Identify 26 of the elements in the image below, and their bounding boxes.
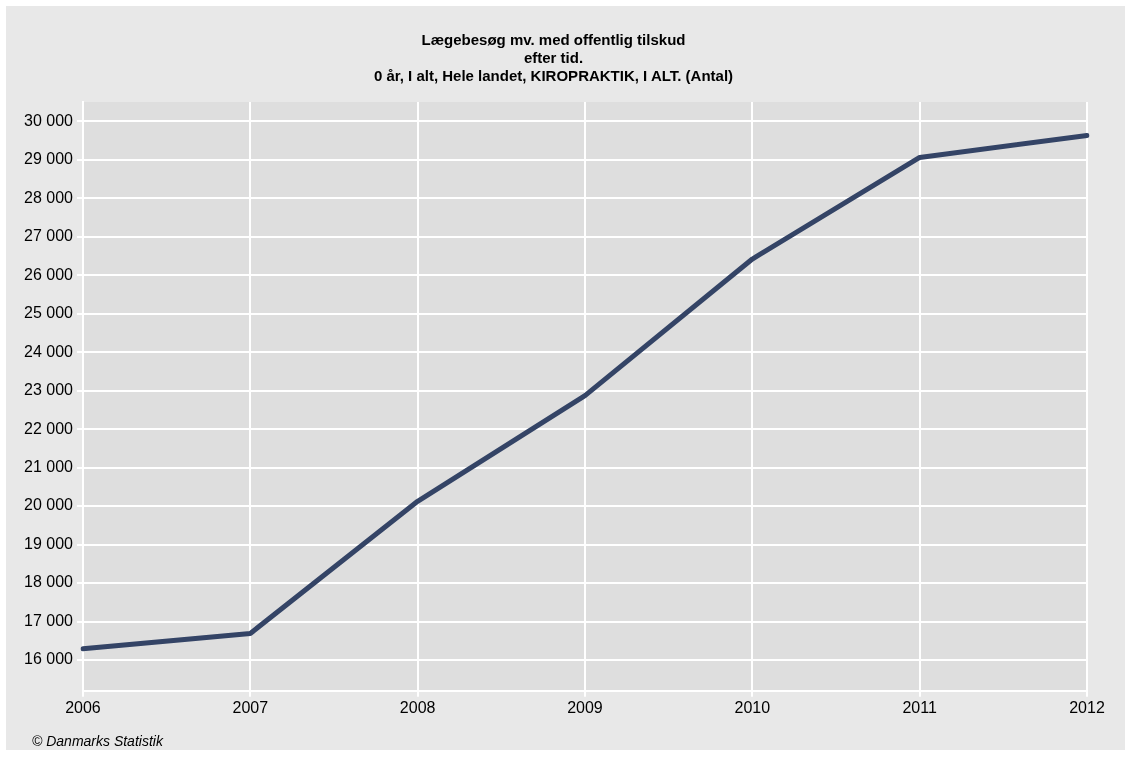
y-tick-label: 24 000 <box>24 342 74 360</box>
x-tick-label: 2012 <box>1069 698 1105 716</box>
x-tick-label: 2011 <box>902 698 937 716</box>
y-tick-label: 28 000 <box>24 188 74 206</box>
y-tick-label: 29 000 <box>24 150 74 168</box>
y-tick-label: 18 000 <box>24 573 74 591</box>
y-tick-label: 17 000 <box>24 611 74 629</box>
y-tick-label: 23 000 <box>24 381 74 399</box>
y-tick-label: 25 000 <box>24 304 74 322</box>
y-tick-label: 21 000 <box>24 458 74 475</box>
y-tick-label: 30 000 <box>24 111 74 129</box>
y-tick-label: 20 000 <box>24 496 74 514</box>
x-tick-label: 2006 <box>65 698 101 716</box>
y-tick-label: 26 000 <box>24 265 74 283</box>
text: efter tid. <box>523 49 584 67</box>
x-tick-label: 2008 <box>399 698 436 716</box>
y-tick-label: 16 000 <box>24 650 74 668</box>
x-tick-label: 2007 <box>232 698 269 716</box>
y-tick-label: 27 000 <box>24 227 74 245</box>
y-tick-label: 22 000 <box>24 419 74 437</box>
text: © Danmarks Statistik <box>32 733 163 749</box>
x-tick-label: 2010 <box>734 698 771 716</box>
text: 0 år, I alt, Hele landet, KIROPRAKTIK, I ALT. (Antal) <box>373 67 734 85</box>
text: Lægebesøg mv. med offentlig tilskud <box>421 31 686 49</box>
x-tick-label: 2009 <box>567 698 603 716</box>
y-tick-label: 19 000 <box>24 534 74 552</box>
